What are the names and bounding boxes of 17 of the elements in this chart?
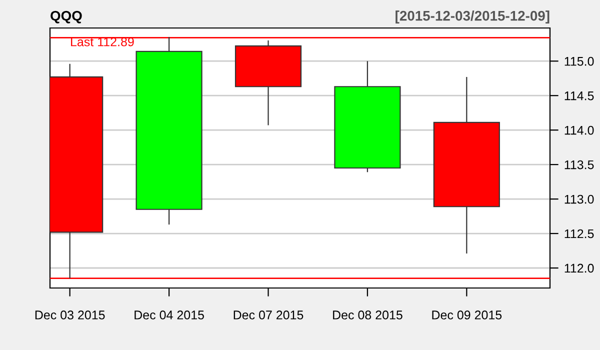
x-tick-label: Dec 08 2015 [333, 310, 402, 320]
x-tick-label: Dec 09 2015 [432, 310, 502, 320]
chart-title: QQQ [50, 10, 82, 24]
candlestick [433, 76, 500, 254]
y-tick-label: 114.0 [564, 126, 594, 135]
x-tick-label: Dec 03 2015 [35, 310, 105, 320]
x-tick-label: Dec 04 2015 [134, 310, 204, 320]
chart-subtitle: [2015-12-03/2015-12-09] [396, 10, 550, 24]
y-tick-label: 112.5 [564, 229, 594, 238]
y-tick-label: 113.5 [564, 160, 594, 170]
y-tick-label: 114.5 [564, 92, 594, 100]
candlestick [136, 36, 202, 226]
y-tick-label: 113.0 [564, 194, 594, 204]
y-tick-label: 112.0 [564, 264, 594, 273]
y-tick-label: 115.0 [564, 56, 594, 66]
candlestick [234, 40, 302, 126]
x-tick-label: Dec 07 2015 [234, 310, 304, 320]
